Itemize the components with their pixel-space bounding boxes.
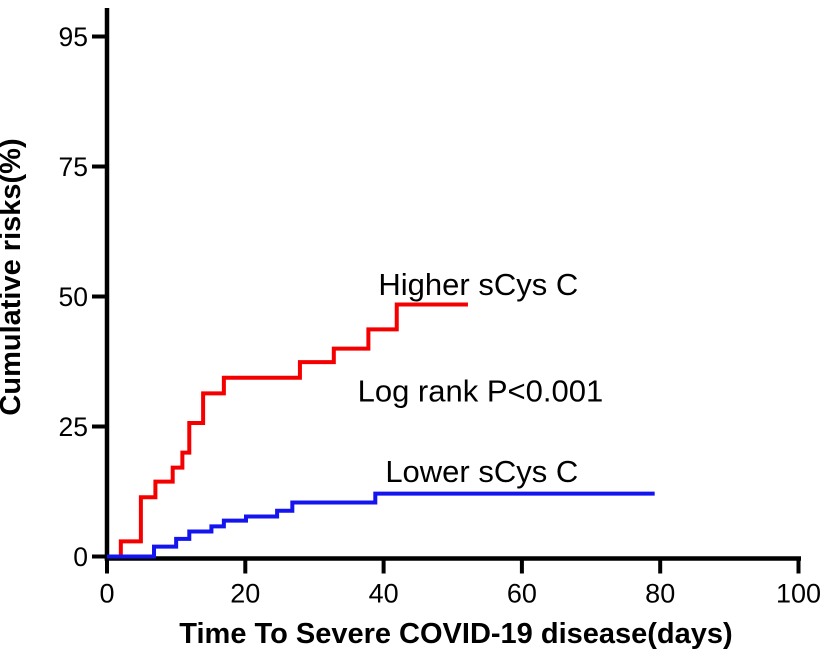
series-path-higher-scys-c xyxy=(107,302,468,559)
y-tick-label: 75 xyxy=(59,152,88,182)
x-tick-label: 80 xyxy=(645,579,675,609)
x-tick-label: 60 xyxy=(507,579,537,609)
y-tick-label: 50 xyxy=(59,282,88,312)
series-path-lower-scys-c xyxy=(107,491,655,559)
annotation-log-rank-p-0-001: Log rank P<0.001 xyxy=(358,373,604,408)
y-tick-label: 25 xyxy=(59,412,88,442)
annotation-higher-scys-c: Higher sCys C xyxy=(378,267,578,302)
annotation-lower-scys-c: Lower sCys C xyxy=(385,454,578,489)
y-axis-title: Cumulative risks(%) xyxy=(0,138,27,415)
y-tick-label: 95 xyxy=(59,22,88,52)
x-tick-label: 100 xyxy=(776,579,821,609)
x-tick-label: 0 xyxy=(99,579,114,609)
x-tick-label: 40 xyxy=(369,579,399,609)
y-tick-label: 0 xyxy=(73,542,88,572)
x-axis-title: Time To Severe COVID-19 disease(days) xyxy=(179,618,732,650)
x-tick-label: 20 xyxy=(230,579,260,609)
